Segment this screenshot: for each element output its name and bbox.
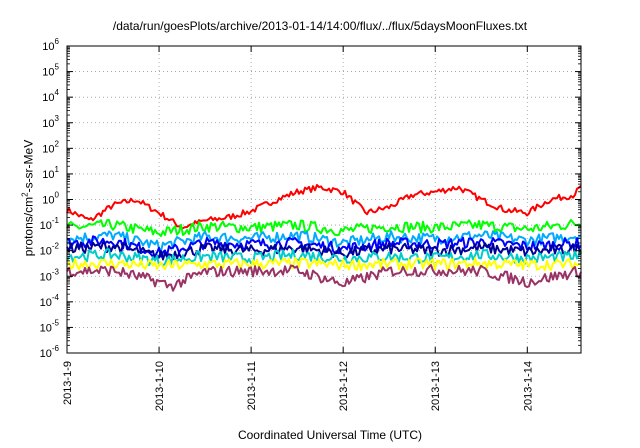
y-tick-label: 10-6 [40, 344, 60, 360]
series-line-8 [66, 264, 582, 292]
y-tick-label: 10-3 [40, 267, 60, 283]
y-tick-label: 101 [42, 165, 59, 181]
x-tick-label: 2013-1-11 [246, 361, 258, 410]
series-line-5 [66, 241, 582, 261]
y-tick-label: 104 [42, 88, 59, 104]
series-line-3 [66, 230, 582, 253]
grid-lines [67, 46, 581, 353]
x-tick-label: 2013-1-13 [430, 361, 442, 411]
series-group [66, 184, 582, 292]
y-tick-label: 10-2 [40, 242, 60, 258]
y-tick-label: 106 [42, 37, 59, 53]
y-tick-label: 103 [42, 114, 59, 130]
chart-title: /data/run/goesPlots/archive/2013-01-14/1… [112, 19, 528, 33]
x-tick-label: 2013-1-9 [62, 361, 74, 405]
series-line-7 [66, 257, 582, 272]
y-tick-label: 10-4 [40, 293, 60, 309]
x-tick-label: 2013-1-14 [522, 361, 534, 411]
y-tick-label: 102 [42, 139, 59, 155]
y-tick-labels: 10-6 10-5 10-4 10-3 10-2 10-1 100 101 102 103 104 1… [40, 37, 60, 360]
series-line-2 [66, 219, 582, 237]
x-tick-label: 2013-1-10 [154, 361, 166, 411]
y-tick-label: 105 [42, 63, 59, 79]
x-tick-labels: 2013-1-9 2013-1-10 2013-1-11 2013-1-12 2013-… [62, 361, 534, 411]
y-tick-label: 10-5 [40, 318, 60, 334]
x-axis-label: Coordinated Universal Time (UTC) [237, 428, 423, 442]
tick-marks [66, 45, 581, 354]
y-tick-label: 100 [42, 191, 59, 207]
series-line-6 [66, 248, 582, 267]
x-tick-label: 2013-1-12 [338, 361, 350, 411]
y-tick-label: 10-1 [40, 216, 60, 232]
series-line-1 [66, 184, 582, 230]
